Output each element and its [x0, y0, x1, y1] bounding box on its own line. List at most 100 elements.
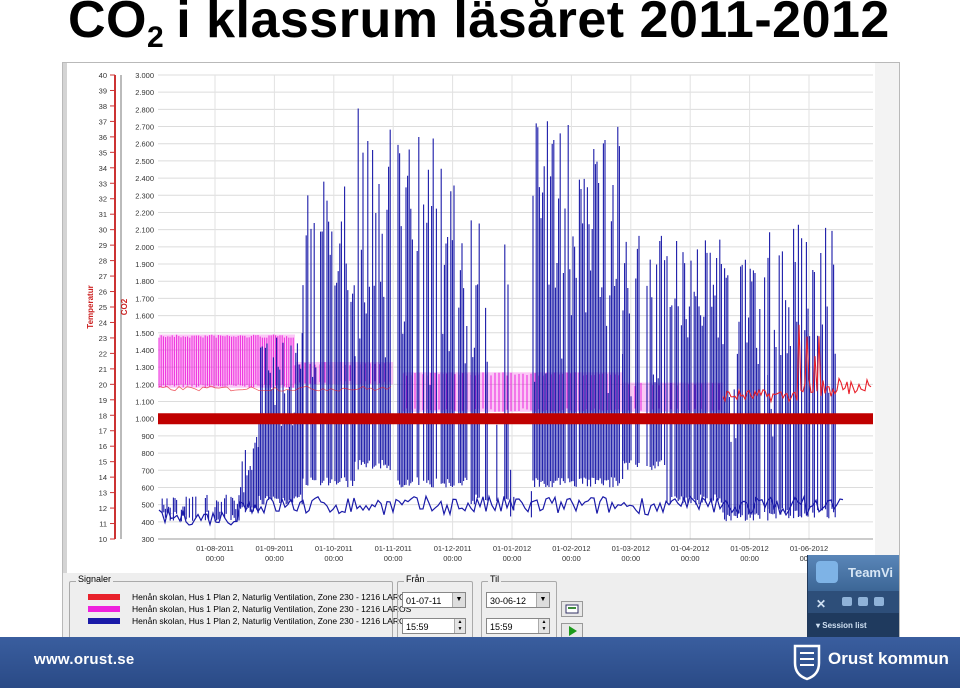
signal-label: Henån skolan, Hus 1 Plan 2, Naturlig Ven… — [132, 615, 412, 626]
chart-panel: 10 11 12 13 14 15 16 17 18 19 20 21 22 23 24 25 26 27 28 29… — [63, 63, 899, 573]
temperature-tick-label: 37 — [99, 117, 107, 126]
chevron-down-icon[interactable]: ▼ — [536, 593, 549, 607]
co2-tick-label: 2.600 — [135, 140, 154, 149]
temperature-tick-label: 19 — [99, 396, 107, 405]
temperature-tick-label: 10 — [99, 535, 107, 544]
x-date-label: 01-03-2012 — [612, 544, 650, 553]
co2-tick-label: 1.600 — [135, 312, 154, 321]
session-list-label: Session list — [822, 621, 867, 630]
x-date-label: 01-12-2011 — [434, 544, 472, 553]
temperature-tick-label: 16 — [99, 442, 107, 451]
temperature-tick-label: 22 — [99, 349, 107, 358]
co2-tick-label: 1.400 — [135, 346, 154, 355]
footer-url[interactable]: www.orust.se — [34, 651, 135, 668]
co2-axis-label: CO2 — [120, 298, 129, 315]
from-date-value: 01-07-11 — [406, 596, 442, 606]
co2-tick-label: 300 — [141, 535, 154, 544]
x-date-label: 01-09-2011 — [255, 544, 293, 553]
co2-tick-label: 1.200 — [135, 380, 154, 389]
teamviewer-toolbar — [842, 597, 898, 607]
series-red — [158, 324, 872, 404]
x-time-label: 00:00 — [443, 554, 462, 563]
temperature-tick-label: 40 — [99, 71, 107, 80]
co2-tick-label: 2.100 — [135, 226, 154, 235]
temperature-tick-label: 26 — [99, 288, 107, 297]
temperature-tick-label: 12 — [99, 504, 107, 513]
temperature-tick-label: 28 — [99, 257, 107, 266]
red-trace — [722, 324, 872, 404]
temperature-tick-label: 38 — [99, 102, 107, 111]
to-time-input[interactable]: 15:59 ▲ ▼ — [486, 618, 550, 634]
temperature-tick-label: 33 — [99, 179, 107, 188]
co2-tick-label: 2.200 — [135, 208, 154, 217]
co2-tick-label: 2.900 — [135, 88, 154, 97]
from-time-input[interactable]: 15:59 ▲ ▼ — [402, 618, 466, 634]
x-date-label: 01-11-2011 — [375, 544, 412, 553]
red-trace-early — [158, 385, 392, 392]
spinner-icon[interactable]: ▲ ▼ — [454, 619, 465, 633]
co2-tick-label: 1.700 — [135, 294, 154, 303]
close-icon[interactable]: ✕ — [816, 597, 827, 611]
temperature-tick-label: 29 — [99, 241, 107, 250]
co2-tick-label: 2.000 — [135, 243, 154, 252]
temperature-tick-label: 36 — [99, 133, 107, 142]
co2-tick-label: 2.400 — [135, 174, 154, 183]
from-date-select[interactable]: 01-07-11 ▼ — [402, 592, 466, 608]
settings-icon[interactable] — [874, 597, 884, 606]
co2-tick-label: 900 — [141, 432, 154, 441]
x-time-label: 00:00 — [384, 554, 403, 563]
temperature-tick-label: 25 — [99, 303, 107, 312]
signal-color-swatch — [88, 617, 120, 624]
x-time-label: 00:00 — [206, 554, 225, 563]
signals-label: Signaler — [76, 574, 114, 584]
spinner-icon[interactable]: ▲ ▼ — [538, 619, 549, 633]
temperature-tick-label: 11 — [99, 520, 107, 529]
co2-tick-label: 1.900 — [135, 260, 154, 269]
signals-group: Signaler Henån skolan, Hus 1 Plan 2, Nat… — [69, 574, 411, 639]
signal-row[interactable]: Henån skolan, Hus 1 Plan 2, Naturlig Ven… — [88, 615, 411, 626]
slide-title: CO2 i klassrum läsåret 2011-2012 — [68, 0, 890, 54]
from-group: Från 01-07-11 ▼ 15:59 ▲ ▼ — [397, 574, 473, 639]
signal-label: Henån skolan, Hus 1 Plan 2, Naturlig Ven… — [132, 603, 412, 614]
temperature-tick-label: 31 — [99, 210, 107, 219]
co2-tick-label: 1.300 — [135, 363, 154, 372]
temperature-tick-label: 23 — [99, 334, 107, 343]
signal-row[interactable]: Henån skolan, Hus 1 Plan 2, Naturlig Ven… — [88, 603, 411, 614]
export-icon — [565, 604, 579, 614]
temperature-tick-label: 34 — [99, 164, 107, 173]
teamviewer-panel: TeamVi ✕ ▾ Session list — [807, 555, 899, 639]
session-list-link[interactable]: ▾ Session list — [816, 621, 867, 630]
monitor-icon[interactable] — [842, 597, 852, 606]
x-time-label: 00:00 — [324, 554, 343, 563]
temperature-tick-label: 18 — [99, 411, 107, 420]
session-bar: ▾ Session list — [808, 613, 899, 639]
footer-bar: www.orust.se Orust kommun — [0, 637, 960, 688]
control-panel: Signaler Henån skolan, Hus 1 Plan 2, Nat… — [63, 573, 899, 639]
to-date-select[interactable]: 30-06-12 ▼ — [486, 592, 550, 608]
x-date-label: 01-01-2012 — [493, 544, 531, 553]
magenta-fill — [159, 334, 295, 388]
to-label: Til — [488, 574, 502, 584]
co2-tick-label: 2.700 — [135, 123, 154, 132]
temperature-tick-label: 14 — [99, 473, 107, 482]
magenta-fill — [623, 382, 723, 412]
x-time-label: 00:00 — [265, 554, 284, 563]
title-co: CO — [68, 0, 147, 49]
temperature-tick-label: 15 — [99, 458, 107, 467]
signal-row[interactable]: Henån skolan, Hus 1 Plan 2, Naturlig Ven… — [88, 591, 411, 602]
x-date-label: 01-04-2012 — [671, 544, 709, 553]
phone-icon[interactable] — [858, 597, 868, 606]
export-button[interactable] — [561, 601, 583, 617]
co2-tick-label: 500 — [141, 501, 154, 510]
signal-color-swatch — [88, 593, 120, 600]
chevron-down-icon[interactable]: ▼ — [452, 593, 465, 607]
to-date-value: 30-06-12 — [490, 596, 527, 606]
x-date-label: 01-06-2012 — [790, 544, 828, 553]
temperature-tick-label: 39 — [99, 86, 107, 95]
co2-tick-label: 400 — [141, 518, 154, 527]
co2-tick-label: 1.800 — [135, 277, 154, 286]
x-date-label: 01-05-2012 — [730, 544, 768, 553]
temperature-tick-label: 35 — [99, 148, 107, 157]
co2-tick-label: 1.000 — [135, 415, 154, 424]
co2-tick-label: 2.800 — [135, 105, 154, 114]
